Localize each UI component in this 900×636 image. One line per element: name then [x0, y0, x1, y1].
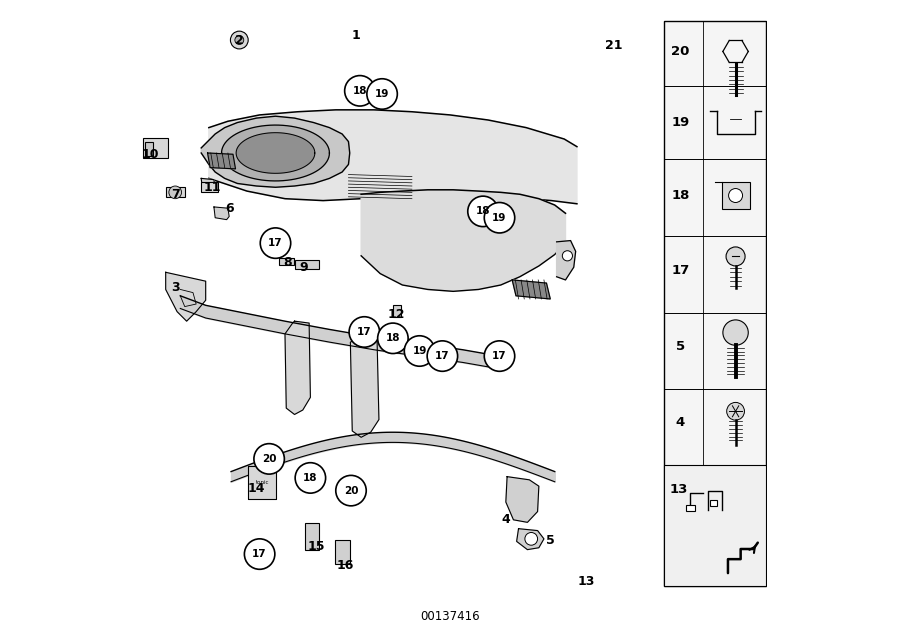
- Text: 20: 20: [262, 454, 276, 464]
- Circle shape: [404, 336, 435, 366]
- Text: 10: 10: [141, 148, 159, 161]
- Polygon shape: [202, 116, 350, 187]
- Text: 13: 13: [578, 575, 595, 588]
- Text: 2: 2: [235, 34, 244, 46]
- Text: 18: 18: [476, 207, 491, 216]
- Circle shape: [295, 463, 326, 493]
- Text: 5: 5: [546, 534, 554, 546]
- Text: 17: 17: [492, 351, 507, 361]
- Bar: [335, 540, 350, 564]
- Text: 16: 16: [337, 559, 354, 572]
- Text: 8: 8: [284, 256, 292, 268]
- Bar: [202, 182, 218, 191]
- Bar: [393, 305, 400, 317]
- Text: 15: 15: [308, 540, 326, 553]
- Polygon shape: [361, 190, 565, 291]
- Text: 13: 13: [670, 483, 688, 496]
- Text: tonic: tonic: [256, 480, 269, 485]
- Bar: [305, 523, 320, 550]
- Circle shape: [468, 196, 499, 226]
- Polygon shape: [221, 125, 329, 181]
- Text: 18: 18: [303, 473, 318, 483]
- Polygon shape: [208, 153, 236, 169]
- Text: 14: 14: [248, 481, 266, 495]
- Polygon shape: [202, 178, 215, 191]
- Bar: [722, 181, 750, 209]
- Bar: [710, 500, 716, 506]
- Circle shape: [726, 403, 744, 420]
- Bar: [143, 138, 168, 158]
- Circle shape: [349, 317, 380, 347]
- Bar: [248, 466, 276, 499]
- Circle shape: [245, 539, 274, 569]
- Text: 21: 21: [605, 39, 623, 52]
- Bar: [686, 504, 695, 511]
- Circle shape: [525, 532, 537, 545]
- Polygon shape: [512, 280, 550, 299]
- Bar: [146, 142, 153, 156]
- Text: 7: 7: [172, 188, 180, 201]
- Circle shape: [367, 79, 397, 109]
- Text: 4: 4: [501, 513, 510, 527]
- Text: 19: 19: [492, 212, 507, 223]
- Circle shape: [254, 444, 284, 474]
- Polygon shape: [166, 272, 206, 321]
- Circle shape: [562, 251, 572, 261]
- Circle shape: [230, 31, 248, 49]
- Circle shape: [169, 186, 182, 198]
- Polygon shape: [350, 336, 379, 438]
- Text: 6: 6: [225, 202, 233, 216]
- Polygon shape: [517, 529, 544, 550]
- Text: 17: 17: [357, 327, 372, 337]
- Text: 17: 17: [252, 549, 267, 559]
- Text: 17: 17: [671, 264, 689, 277]
- Text: 5: 5: [676, 340, 685, 353]
- Polygon shape: [209, 110, 577, 204]
- Circle shape: [723, 320, 748, 345]
- Circle shape: [484, 202, 515, 233]
- Text: 4: 4: [676, 416, 685, 429]
- Polygon shape: [506, 476, 539, 522]
- Text: 3: 3: [172, 281, 180, 294]
- Circle shape: [729, 188, 742, 202]
- Text: 20: 20: [671, 45, 689, 58]
- Text: 20: 20: [344, 486, 358, 495]
- Text: 11: 11: [203, 181, 220, 195]
- Circle shape: [484, 341, 515, 371]
- Text: 00137416: 00137416: [420, 610, 480, 623]
- Text: 9: 9: [300, 261, 309, 273]
- Bar: [279, 258, 294, 265]
- Polygon shape: [556, 240, 576, 280]
- Bar: [664, 21, 766, 586]
- Text: 18: 18: [671, 189, 689, 202]
- Circle shape: [428, 341, 457, 371]
- Polygon shape: [214, 207, 230, 219]
- Circle shape: [345, 76, 375, 106]
- Circle shape: [336, 475, 366, 506]
- Text: 19: 19: [671, 116, 689, 129]
- Circle shape: [726, 247, 745, 266]
- Bar: [166, 187, 184, 197]
- Text: 18: 18: [385, 333, 400, 343]
- Text: 1: 1: [352, 29, 361, 42]
- Bar: [294, 259, 319, 268]
- Circle shape: [378, 323, 408, 354]
- Circle shape: [235, 36, 244, 45]
- Text: 18: 18: [353, 86, 367, 96]
- Text: 19: 19: [375, 89, 390, 99]
- Circle shape: [260, 228, 291, 258]
- Polygon shape: [236, 133, 315, 173]
- Text: 17: 17: [268, 238, 283, 248]
- Polygon shape: [285, 321, 310, 415]
- Text: 12: 12: [387, 308, 405, 321]
- Text: 17: 17: [435, 351, 450, 361]
- Text: 19: 19: [412, 346, 427, 356]
- Bar: [664, 465, 766, 586]
